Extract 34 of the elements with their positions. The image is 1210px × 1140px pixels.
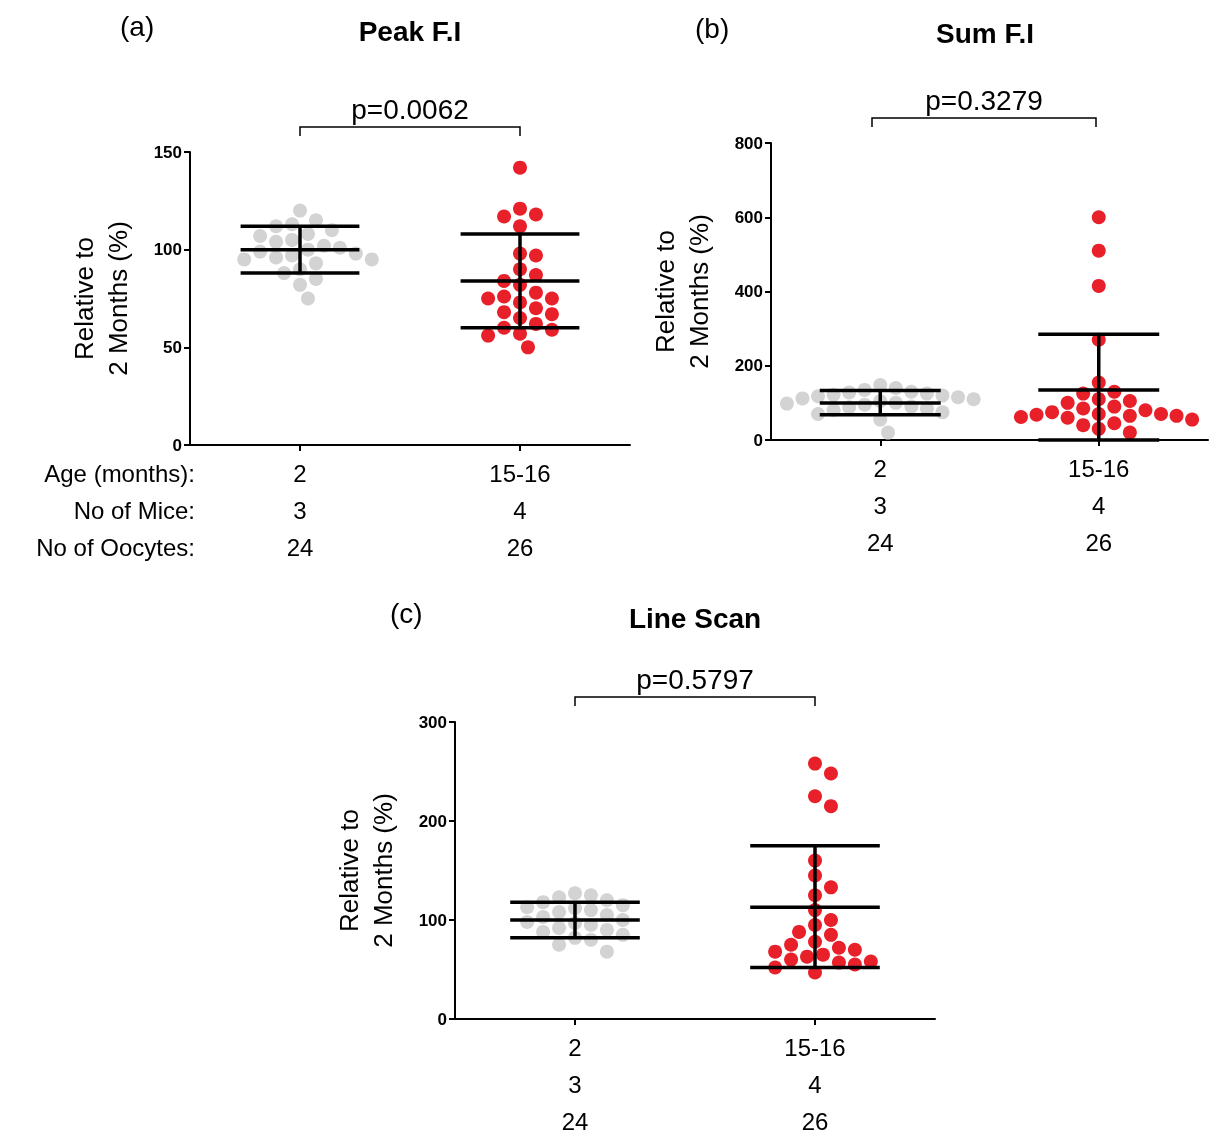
text: p=0.5797 — [636, 663, 754, 695]
y-axis-title: Relative to 2 Months (%) — [334, 793, 398, 948]
y-tick-label: 0 — [172, 435, 182, 455]
x-tick-label: 2 3 24 — [561, 1034, 589, 1135]
text: No of Oocytes: — [36, 534, 195, 561]
text: Age (months): — [44, 460, 195, 487]
y-tick-label: 300 — [418, 712, 447, 732]
y-tick-label: 150 — [153, 142, 182, 162]
text: (b) — [695, 12, 730, 44]
y-tick-label: 0 — [437, 1009, 447, 1029]
y-tick-label: 50 — [163, 337, 182, 357]
y-tick-label: 600 — [734, 207, 763, 227]
y-tick-label: 800 — [734, 133, 763, 153]
y-tick-label: 200 — [734, 356, 763, 376]
text: p=0.0062 — [351, 93, 469, 125]
x-tick-label: 2 3 24 — [866, 455, 894, 556]
text: p=0.3279 — [925, 84, 1043, 116]
y-tick-label: 0 — [753, 430, 763, 450]
text: No of Mice: — [73, 497, 195, 524]
text: (c) — [390, 597, 423, 629]
x-tick-label: 15-16 4 26 — [489, 460, 551, 561]
y-tick-label: 200 — [418, 811, 447, 831]
y-tick-label: 100 — [153, 240, 182, 260]
chart-title: Sum F.I — [935, 17, 1035, 49]
x-tick-label: 15-16 4 26 — [784, 1034, 846, 1135]
y-tick-label: 100 — [418, 910, 447, 930]
y-axis-title: Relative to 2 Months (%) — [650, 214, 714, 369]
text: (a) — [120, 10, 155, 42]
y-tick-label: 400 — [734, 282, 763, 301]
chart-title: Peak F.I — [358, 15, 462, 47]
x-tick-label: 2 3 24 — [286, 460, 314, 561]
y-axis-title: Relative to 2 Months (%) — [69, 221, 133, 376]
chart-title: Line Scan — [628, 602, 762, 634]
x-tick-label: 15-16 4 26 — [1068, 455, 1130, 556]
